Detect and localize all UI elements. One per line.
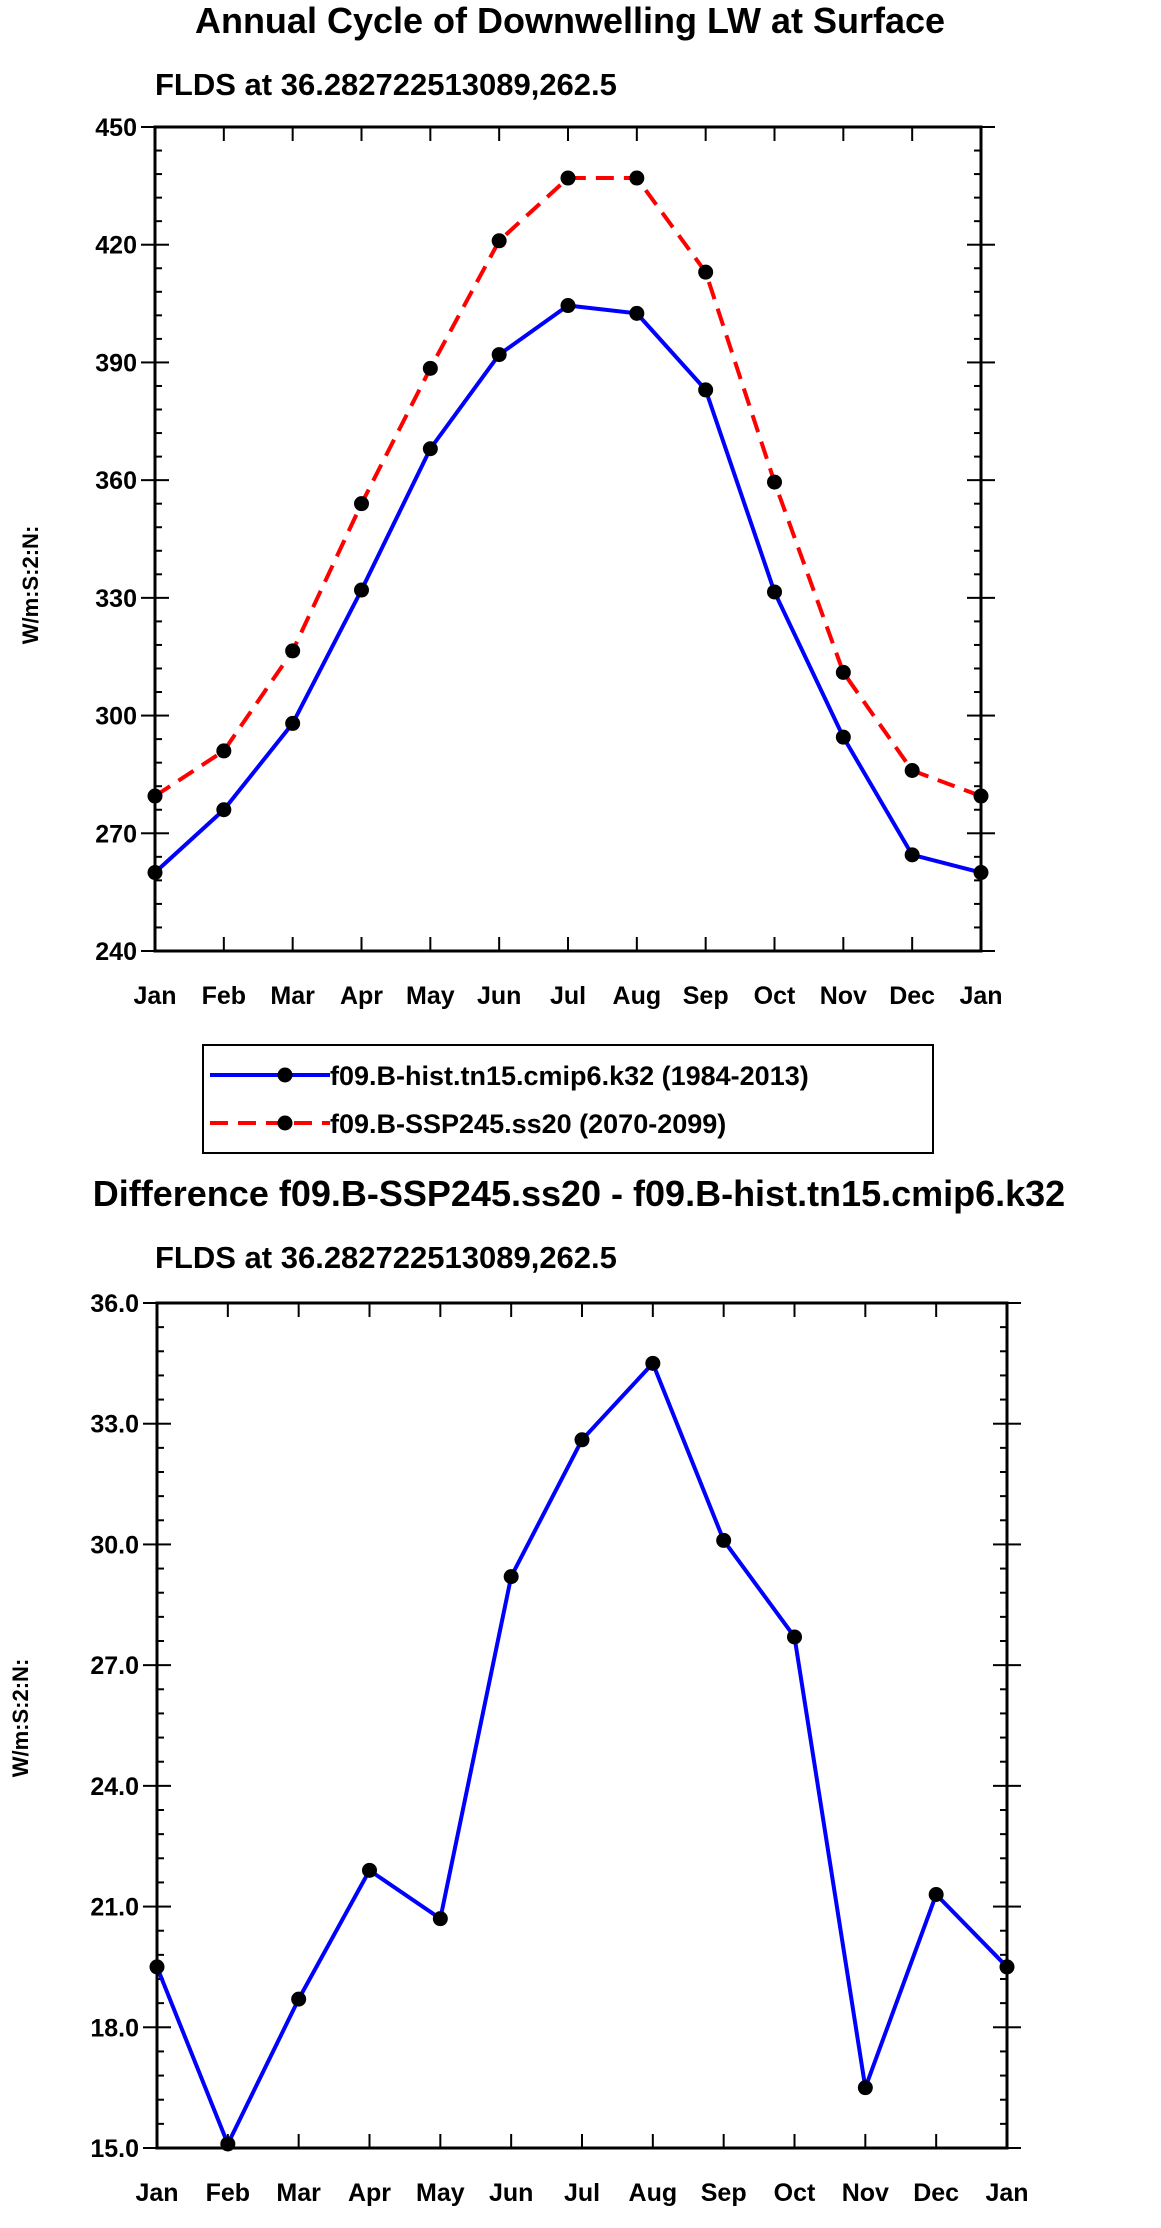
chart2-xtick-label: Apr [348, 2179, 391, 2207]
chart2-ytick-label: 36.0 [90, 1290, 139, 1318]
chart2-xtick-label: Sep [701, 2179, 747, 2207]
chart2-series-0-point [716, 1532, 732, 1548]
chart1-title: Annual Cycle of Downwelling LW at Surfac… [195, 0, 945, 41]
chart1-ytick-label: 360 [95, 467, 137, 495]
chart1-ytick-label: 300 [95, 703, 137, 731]
chart1-series-1-point [354, 496, 369, 512]
legend-ssp-marker [277, 1115, 293, 1131]
chart1-ytick-label: 270 [95, 820, 137, 848]
chart2-xtick-label: Mar [276, 2179, 321, 2207]
chart2-series-0-point [857, 2080, 873, 2096]
chart1-xtick-label: Jul [550, 982, 586, 1010]
chart1-ytick-label: 240 [95, 938, 137, 966]
chart1-legend: f09.B-hist.tn15.cmip6.k32 (1984-2013) f0… [202, 1044, 934, 1154]
chart2-title: Difference f09.B-SSP245.ss20 - f09.B-his… [93, 1173, 1065, 1214]
chart2-xtick-label: Jan [135, 2179, 178, 2207]
chart1-series-0-point [285, 715, 301, 731]
chart1-series-0-line [153, 303, 982, 875]
chart2-ytick-label: 27.0 [90, 1652, 139, 1680]
chart-difference: Difference f09.B-SSP245.ss20 - f09.B-his… [8, 1173, 1065, 2207]
chart1-series-0-point [904, 847, 920, 863]
chart2-xtick-label: Feb [206, 2179, 250, 2207]
chart1-xtick-label: Feb [202, 982, 246, 1010]
chart1-series-0-point [354, 582, 369, 598]
legend-box [202, 1044, 934, 1154]
chart1-series-1-point [698, 264, 714, 280]
chart1-series-1-point [216, 743, 232, 759]
chart1-series-0-point [629, 305, 645, 321]
chart1-ytick-label: 330 [95, 585, 137, 613]
chart2-ytick-label: 33.0 [90, 1411, 139, 1439]
chart1-ytick-label: 390 [95, 349, 137, 377]
chart2-subtitle: FLDS at 36.282722513089,262.5 [155, 1240, 617, 1275]
legend-ssp-label: f09.B-SSP245.ss20 (2070-2099) [330, 1109, 726, 1139]
chart1-xtick-label: Oct [754, 982, 796, 1010]
chart2-ytick-label: 21.0 [90, 1894, 139, 1922]
chart-annual-cycle: Annual Cycle of Downwelling LW at Surfac… [18, 0, 1003, 1154]
chart1-series-1-point [904, 763, 920, 779]
chart1-ylabel: W/m:S:2:N: [18, 526, 43, 645]
chart1-series-1-point [491, 233, 507, 249]
chart1-ticks: Jan Feb Mar Apr May Jun Jul Aug Sep Oct Nov Dec Jan 2… [95, 114, 1002, 1010]
chart1-xtick-label: Sep [683, 982, 729, 1010]
chart1-xtick-label: Jan [133, 982, 176, 1010]
legend-hist-label: f09.B-hist.tn15.cmip6.k32 (1984-2013) [330, 1061, 809, 1091]
chart1-xtick-label: Apr [340, 982, 383, 1010]
chart1-series-1-point [285, 643, 301, 659]
chart1-series-1-point [767, 474, 782, 490]
chart1-points [147, 170, 989, 881]
chart2-series-0-point [787, 1629, 802, 1645]
chart2-series-lines [155, 1361, 1009, 2146]
chart1-xtick-label: Jun [477, 982, 521, 1010]
chart2-series-0-point [432, 1911, 448, 1927]
chart2-series-0-point [362, 1862, 377, 1878]
chart1-plot-frame [153, 125, 983, 953]
chart1-series-1-point [422, 360, 438, 376]
chart2-xtick-label: Jun [489, 2179, 533, 2207]
chart2-xtick-label: Aug [629, 2179, 678, 2207]
chart1-xtick-label: Nov [820, 982, 867, 1010]
chart2-xtick-label: Nov [842, 2179, 889, 2207]
chart2-ytick-label: 18.0 [90, 2014, 139, 2042]
chart1-xtick-label: Mar [270, 982, 315, 1010]
chart1-series-0-point [560, 298, 576, 314]
chart1-series-0-point [491, 347, 507, 363]
chart1-subtitle: FLDS at 36.282722513089,262.5 [155, 67, 617, 102]
chart1-series-0-point [835, 729, 851, 745]
chart1-series-1-line [153, 176, 982, 798]
chart1-series-0-point [767, 584, 782, 600]
chart1-series-0-point [216, 802, 232, 818]
chart2-ylabel: W/m:S:2:N: [8, 1659, 33, 1778]
chart2-series-0-point [928, 1887, 944, 1902]
legend-hist-marker [277, 1067, 293, 1083]
chart2-series-0-point [574, 1432, 590, 1448]
chart2-xtick-label: Jan [985, 2179, 1028, 2207]
chart2-plot-frame [155, 1301, 1009, 2150]
chart2-xtick-label: Oct [774, 2179, 816, 2207]
chart1-series-1-point [835, 664, 851, 680]
chart1-xtick-label: Dec [889, 982, 935, 1010]
chart1-series-0-point [422, 441, 438, 457]
chart1-series-0-point [698, 382, 714, 398]
chart2-ticks: Jan Feb Mar Apr May Jun Jul Aug Sep Oct Nov Dec Jan 1… [90, 1290, 1028, 2207]
chart1-series-lines [153, 176, 982, 875]
chart1-xtick-label: Jan [959, 982, 1002, 1010]
chart2-ytick-label: 15.0 [90, 2135, 139, 2163]
chart2-xtick-label: Jul [564, 2179, 600, 2207]
chart1-ytick-label: 420 [95, 232, 137, 260]
chart2-xtick-label: Dec [913, 2179, 959, 2207]
chart2-xtick-label: May [416, 2179, 465, 2207]
chart1-xtick-label: May [406, 982, 455, 1010]
chart2-ytick-label: 30.0 [90, 1531, 139, 1559]
chart1-series-1-point [560, 170, 576, 186]
chart2-series-0-line [155, 1361, 1009, 2146]
chart2-series-0-point [645, 1355, 661, 1371]
chart1-series-1-point [629, 170, 645, 186]
chart2-ytick-label: 24.0 [90, 1773, 139, 1801]
chart1-ytick-label: 450 [95, 114, 137, 142]
chart2-series-0-point [291, 1991, 307, 2007]
chart2-series-0-point [503, 1569, 519, 1585]
chart1-xtick-label: Aug [613, 982, 662, 1010]
